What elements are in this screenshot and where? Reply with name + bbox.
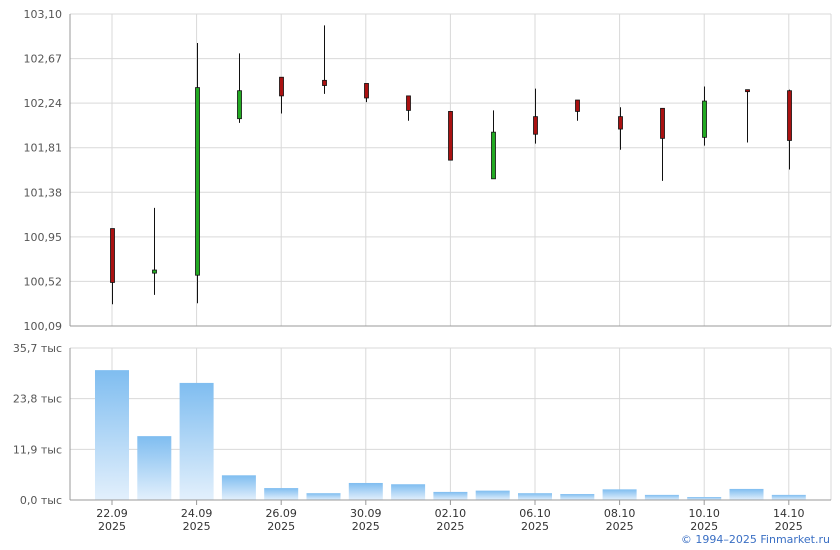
volume-bar <box>602 489 637 500</box>
x-tick-year: 2025 <box>98 520 126 533</box>
volume-bar <box>95 370 129 500</box>
x-tick-date: 08.10 <box>604 507 636 520</box>
x-axis: 22.09202524.09202526.09202530.09202502.1… <box>96 500 805 533</box>
x-tick-date: 26.09 <box>265 507 297 520</box>
x-tick-year: 2025 <box>183 520 211 533</box>
volume-bar <box>179 382 214 500</box>
volume-tick-label: 23,8 тыс <box>13 393 62 406</box>
candle-body-down <box>787 90 792 141</box>
x-tick-date: 02.10 <box>435 507 467 520</box>
candle-body-down <box>279 76 284 97</box>
volume-bar <box>771 494 806 500</box>
volume-bar <box>644 494 679 500</box>
price-tick-label: 102,67 <box>24 53 63 66</box>
price-panel: 103,10 102,67 102,24 101,81 101,38 100,95 100,… <box>24 8 832 333</box>
candle-body-up <box>702 100 707 138</box>
price-tick-label: 103,10 <box>24 8 63 21</box>
x-tick-year: 2025 <box>775 520 803 533</box>
x-tick-date: 06.10 <box>519 507 551 520</box>
price-tick-label: 101,81 <box>24 142 63 155</box>
volume-bar <box>729 488 764 500</box>
volume-tick-label: 11,9 тыс <box>13 443 62 456</box>
candle-body-down <box>660 107 665 139</box>
price-tick-label: 101,38 <box>24 186 63 199</box>
candle-body-up <box>195 87 200 276</box>
volume-bar <box>687 497 722 500</box>
candle-body-down <box>406 95 411 111</box>
x-tick-date: 14.10 <box>773 507 805 520</box>
x-tick-year: 2025 <box>521 520 549 533</box>
volume-bar <box>264 488 299 500</box>
x-tick-year: 2025 <box>606 520 634 533</box>
candle-body-down <box>745 89 750 93</box>
x-tick-year: 2025 <box>352 520 380 533</box>
volume-bar <box>306 493 341 500</box>
candle-body-down <box>448 111 453 161</box>
volume-bar <box>221 475 256 500</box>
volume-bar <box>475 490 510 500</box>
x-tick-year: 2025 <box>267 520 295 533</box>
candle-body-down <box>533 116 538 135</box>
candle-body-down <box>110 228 115 283</box>
volume-tick-label: 35,7 тыс <box>13 342 62 355</box>
price-tick-label: 102,24 <box>24 97 63 110</box>
volume-bar <box>560 494 595 500</box>
price-tick-label: 100,52 <box>24 275 63 288</box>
copyright-text: © 1994–2025 Finmarket.ru <box>680 533 830 546</box>
x-tick-date: 10.10 <box>688 507 720 520</box>
candle-body-up <box>237 90 242 120</box>
volume-panel: 35,7 тыс 23,8 тыс 11,9 тыс 0,0 тыс <box>13 342 832 507</box>
volume-bar <box>137 436 172 500</box>
x-tick-year: 2025 <box>436 520 464 533</box>
candle-body-down <box>618 116 623 130</box>
volume-tick-label: 0,0 тыс <box>20 494 62 507</box>
volume-bar <box>348 482 383 500</box>
x-tick-date: 30.09 <box>350 507 382 520</box>
volume-bar <box>433 491 468 500</box>
candle-body-up <box>491 131 496 180</box>
volume-bar <box>518 493 552 500</box>
x-tick-date: 22.09 <box>96 507 128 520</box>
x-tick-year: 2025 <box>690 520 718 533</box>
candle-body-down <box>322 79 327 86</box>
volume-bar <box>391 484 426 500</box>
candle-body-down <box>575 99 580 112</box>
candle-body-up <box>152 269 157 274</box>
x-tick-date: 24.09 <box>181 507 213 520</box>
price-tick-label: 100,95 <box>24 231 63 244</box>
price-tick-label: 100,09 <box>24 320 63 333</box>
candle-body-down <box>364 83 369 99</box>
